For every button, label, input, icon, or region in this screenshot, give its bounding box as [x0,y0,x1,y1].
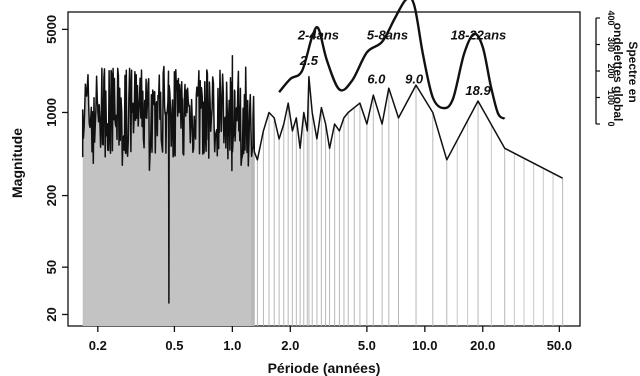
annotation-label: 2-4ans [297,28,339,43]
right-tick-label: 300 [606,37,616,52]
x-tick-label: 10.0 [412,338,437,353]
annotation-label: 18.9 [465,83,491,98]
right-axis: 0 100 200 300 400 [278,0,616,127]
x-tick-label: 0.2 [89,338,107,353]
y-axis-title: Magnitude [9,128,25,198]
plot-frame [67,11,581,327]
x-tick-label: 1.0 [223,338,241,353]
right-axis-title-line2: ondelettes global [611,23,625,122]
x-tick-label: 50.0 [547,338,572,353]
spectrum-line [81,55,563,304]
annotation-label: 2.5 [299,53,319,68]
annotation-label: 5-8ans [367,28,408,43]
plot-area: 0.2 0.5 1.0 2.0 5.0 10.0 20.0 50.0 20 50 200 1000 50… [44,11,581,353]
annotations: 2-4ans 5-8ans 18-22ans 2.5 6.0 9.0 18.9 [297,28,506,98]
y-tick-label: 20 [44,307,59,321]
x-tick-label: 20.0 [470,338,495,353]
annotation-label: 6.0 [367,71,386,86]
right-tick-label: 200 [606,63,616,78]
y-tick-label: 1000 [44,98,59,127]
y-tick-label: 50 [44,260,59,274]
x-axis-title: Période (années) [268,360,381,376]
annotation-label: 9.0 [405,71,424,86]
annotation-label: 18-22ans [451,28,507,43]
right-tick-label: 100 [606,90,616,105]
global-wavelet-line [278,0,506,120]
x-tick-label: 0.5 [165,338,183,353]
right-axis-title-line1: Spectre en [626,41,640,102]
right-tick-label: 0 [606,121,616,126]
x-tick-label: 2.0 [281,338,299,353]
x-tick-label: 5.0 [358,338,376,353]
right-tick-label: 400 [606,10,616,25]
y-tick-label: 200 [44,185,59,207]
y-tick-label: 5000 [44,15,59,44]
